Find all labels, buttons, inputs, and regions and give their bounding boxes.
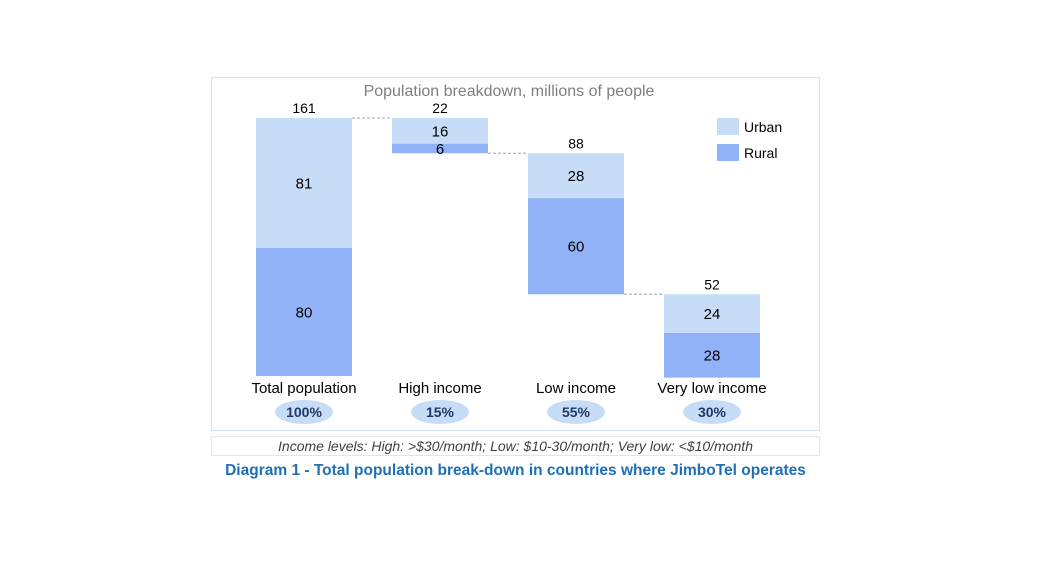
- bar-rural-low-income: [528, 198, 624, 295]
- share-badge-total-population: [275, 400, 333, 424]
- legend-swatch-urban: [717, 118, 739, 135]
- data-label-urban-very-low-income: 24: [704, 306, 721, 323]
- share-label-very-low-income: 30%: [698, 404, 727, 420]
- category-label-high-income: High income: [398, 380, 481, 397]
- legend-swatch-rural: [717, 144, 739, 161]
- legend-label-rural: Rural: [744, 145, 777, 161]
- bar-urban-very-low-income: [664, 294, 760, 333]
- share-label-high-income: 15%: [426, 404, 455, 420]
- diagram-caption: Diagram 1 - Total population break-down …: [225, 462, 806, 479]
- category-label-low-income: Low income: [536, 380, 616, 397]
- bar-urban-low-income: [528, 153, 624, 199]
- chart-frame: [211, 77, 820, 431]
- data-label-urban-low-income: 28: [568, 168, 585, 185]
- category-label-very-low-income: Very low income: [657, 380, 766, 397]
- bar-rural-high-income: [392, 143, 488, 154]
- category-label-total-population: Total population: [251, 380, 356, 397]
- total-label-very-low-income: 52: [704, 276, 720, 292]
- data-label-rural-low-income: 60: [568, 239, 585, 256]
- total-label-high-income: 22: [432, 100, 448, 116]
- legend: Urban Rural: [717, 118, 782, 161]
- data-label-rural-total-population: 80: [296, 304, 313, 321]
- income-levels-note: Income levels: High: >$30/month; Low: $1…: [211, 436, 820, 456]
- bar-urban-total-population: [256, 118, 352, 248]
- data-label-urban-total-population: 81: [296, 175, 313, 192]
- data-label-urban-high-income: 16: [432, 123, 449, 140]
- legend-label-urban: Urban: [744, 119, 782, 135]
- share-badge-high-income: [411, 400, 469, 424]
- share-badge-very-low-income: [683, 400, 741, 424]
- total-label-low-income: 88: [568, 135, 584, 151]
- data-label-rural-very-low-income: 28: [704, 348, 721, 365]
- bar-rural-very-low-income: [664, 332, 760, 378]
- data-label-rural-high-income: 6: [436, 141, 444, 158]
- share-badge-low-income: [547, 400, 605, 424]
- bar-urban-high-income: [392, 118, 488, 144]
- share-label-total-population: 100%: [286, 404, 322, 420]
- share-label-low-income: 55%: [562, 404, 591, 420]
- bar-rural-total-population: [256, 247, 352, 376]
- total-label-total-population: 161: [292, 100, 316, 116]
- chart-title: Population breakdown, millions of people: [364, 83, 655, 100]
